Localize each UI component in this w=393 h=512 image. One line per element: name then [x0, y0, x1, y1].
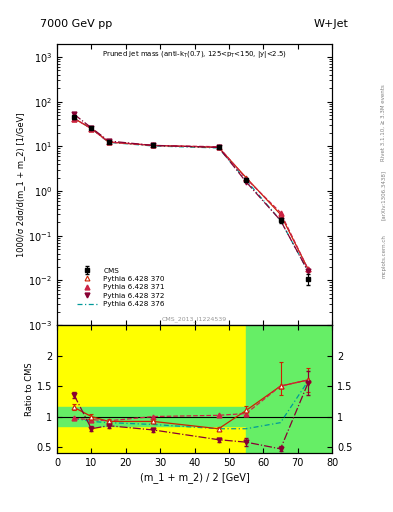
Text: CMS_2013_I1224539: CMS_2013_I1224539 — [162, 316, 227, 323]
Pythia 6.428 371 — [72, 115, 77, 121]
Pythia 6.428 371 — [244, 176, 248, 182]
X-axis label: (m_1 + m_2) / 2 [GeV]: (m_1 + m_2) / 2 [GeV] — [140, 472, 250, 483]
Pythia 6.428 371 — [306, 266, 310, 272]
Pythia 6.428 370 — [278, 211, 283, 218]
Pythia 6.428 371 — [106, 139, 111, 145]
Pythia 6.428 370 — [89, 125, 94, 132]
Pythia 6.428 372 — [278, 218, 283, 224]
Line: Pythia 6.428 370: Pythia 6.428 370 — [72, 116, 310, 271]
Pythia 6.428 371 — [89, 125, 94, 132]
Y-axis label: Ratio to CMS: Ratio to CMS — [25, 362, 34, 416]
Pythia 6.428 372 — [244, 179, 248, 185]
Text: Pruned jet mass (anti-k$_\mathrm{T}$(0.7), 125<p$_\mathrm{T}$<150, |y|<2.5): Pruned jet mass (anti-k$_\mathrm{T}$(0.7… — [102, 49, 287, 60]
Text: 7000 GeV pp: 7000 GeV pp — [40, 19, 113, 29]
Pythia 6.428 370 — [244, 175, 248, 181]
Text: [arXiv:1306.3438]: [arXiv:1306.3438] — [381, 169, 386, 220]
Legend: CMS, Pythia 6.428 370, Pythia 6.428 371, Pythia 6.428 372, Pythia 6.428 376: CMS, Pythia 6.428 370, Pythia 6.428 371,… — [74, 264, 168, 310]
Text: mcplots.cern.ch: mcplots.cern.ch — [381, 234, 386, 278]
Pythia 6.428 372 — [151, 142, 156, 148]
Pythia 6.428 372 — [72, 111, 77, 117]
Pythia 6.428 372 — [216, 144, 221, 151]
Text: W+Jet: W+Jet — [314, 19, 349, 29]
Pythia 6.428 371 — [216, 144, 221, 150]
Line: Pythia 6.428 372: Pythia 6.428 372 — [72, 112, 310, 274]
Pythia 6.428 371 — [151, 142, 156, 148]
Pythia 6.428 372 — [306, 268, 310, 274]
Pythia 6.428 370 — [72, 115, 77, 121]
Pythia 6.428 370 — [306, 266, 310, 272]
Pythia 6.428 370 — [216, 144, 221, 151]
Pythia 6.428 371 — [278, 209, 283, 216]
Line: Pythia 6.428 371: Pythia 6.428 371 — [72, 116, 310, 271]
Pythia 6.428 370 — [106, 139, 111, 145]
Y-axis label: 1000/σ 2dσ/d(m_1 + m_2) [1/GeV]: 1000/σ 2dσ/d(m_1 + m_2) [1/GeV] — [17, 112, 26, 257]
Pythia 6.428 370 — [151, 142, 156, 148]
Pythia 6.428 372 — [106, 138, 111, 144]
Pythia 6.428 372 — [89, 125, 94, 131]
Text: Rivet 3.1.10, ≥ 3.3M events: Rivet 3.1.10, ≥ 3.3M events — [381, 84, 386, 161]
